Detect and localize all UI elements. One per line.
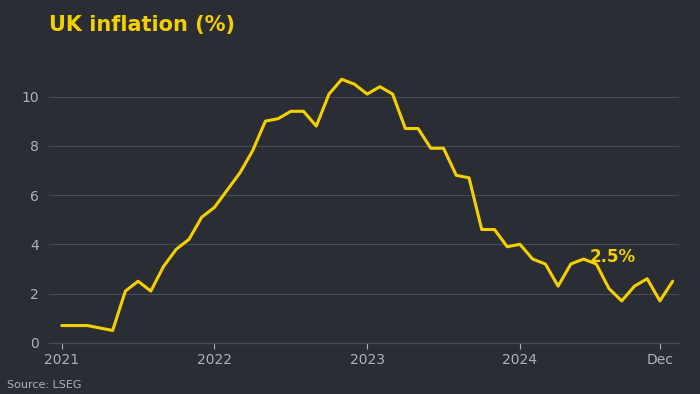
Text: Source: LSEG: Source: LSEG xyxy=(7,380,81,390)
Text: UK inflation (%): UK inflation (%) xyxy=(49,15,235,35)
Text: 2.5%: 2.5% xyxy=(590,247,636,266)
